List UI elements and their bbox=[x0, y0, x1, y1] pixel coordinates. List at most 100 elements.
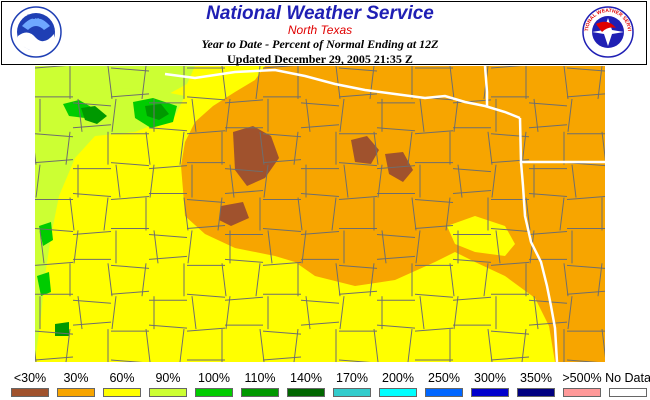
county-line bbox=[103, 197, 109, 231]
county-line bbox=[225, 296, 231, 330]
light-green-region-west bbox=[35, 66, 195, 362]
county-line bbox=[186, 130, 226, 135]
county-line bbox=[335, 66, 341, 99]
legend-swatch bbox=[471, 388, 509, 397]
county-line bbox=[533, 296, 539, 330]
updated-timestamp: Updated December 29, 2005 21:35 Z bbox=[227, 52, 413, 66]
legend-label: <30% bbox=[13, 371, 47, 385]
county-line bbox=[148, 233, 188, 238]
county-line bbox=[217, 197, 223, 231]
county-line bbox=[559, 197, 565, 231]
county-line bbox=[490, 330, 530, 335]
legend-swatch bbox=[609, 388, 647, 397]
county-line bbox=[419, 296, 425, 330]
county-line bbox=[262, 227, 302, 232]
county-line bbox=[72, 124, 112, 129]
legend-swatch bbox=[333, 388, 371, 397]
county-line bbox=[73, 230, 79, 264]
county-line bbox=[186, 293, 226, 298]
county-line bbox=[35, 152, 37, 165]
legend-label: 90% bbox=[155, 371, 181, 385]
county-line bbox=[338, 359, 371, 362]
county-line bbox=[528, 230, 568, 235]
county-line bbox=[453, 296, 459, 330]
county-line bbox=[563, 263, 569, 297]
county-line bbox=[338, 264, 378, 269]
period-description: Year to Date - Percent of Normal Ending … bbox=[201, 37, 439, 51]
legend-item: 90% bbox=[144, 372, 192, 397]
county-line bbox=[293, 131, 299, 165]
county-line bbox=[483, 263, 489, 297]
county-line bbox=[528, 299, 568, 304]
county-line bbox=[376, 255, 416, 260]
page-title: National Weather Service bbox=[206, 3, 434, 24]
county-line bbox=[107, 263, 113, 297]
county-line bbox=[224, 190, 264, 195]
county-line bbox=[111, 296, 117, 330]
county-line bbox=[148, 255, 188, 260]
county-line bbox=[300, 230, 340, 235]
county-line bbox=[35, 349, 37, 362]
legend-swatch bbox=[57, 388, 95, 397]
county-line bbox=[305, 98, 311, 132]
county-line bbox=[339, 296, 345, 330]
county-line bbox=[262, 66, 295, 69]
county-line bbox=[72, 230, 112, 235]
legend-swatch bbox=[379, 388, 417, 397]
county-line bbox=[490, 66, 523, 69]
county-line bbox=[110, 264, 150, 269]
county-line bbox=[107, 66, 113, 99]
county-line bbox=[72, 299, 112, 304]
county-line bbox=[262, 261, 302, 266]
legend-label: 200% bbox=[382, 371, 414, 385]
county-line bbox=[141, 66, 147, 99]
legend-label: 170% bbox=[336, 371, 368, 385]
county-line bbox=[186, 96, 226, 101]
county-line bbox=[35, 330, 74, 335]
county-line bbox=[267, 230, 273, 264]
legend-item: 30% bbox=[52, 372, 100, 397]
county-line bbox=[414, 293, 454, 298]
county-line bbox=[338, 67, 378, 72]
county-line bbox=[369, 66, 375, 99]
county-line bbox=[331, 197, 337, 231]
county-line bbox=[528, 124, 568, 129]
county-line bbox=[72, 321, 112, 326]
county-line bbox=[224, 258, 264, 263]
county-line bbox=[335, 263, 341, 297]
legend-label: 30% bbox=[63, 371, 89, 385]
county-line bbox=[305, 296, 311, 330]
legend-swatch bbox=[195, 388, 233, 397]
county-line bbox=[343, 164, 349, 198]
county-line bbox=[571, 164, 577, 198]
county-line bbox=[35, 133, 74, 138]
county-line bbox=[255, 263, 261, 297]
yellow-region-west bbox=[35, 66, 555, 362]
county-line bbox=[35, 164, 41, 198]
county-line bbox=[259, 329, 265, 362]
legend-swatch bbox=[11, 388, 49, 397]
legend-item: 60% bbox=[98, 372, 146, 397]
county-line bbox=[300, 299, 340, 304]
page-header: NOAA National Weather Service North Texa… bbox=[0, 0, 650, 66]
county-line bbox=[300, 124, 340, 129]
brown-patch-2 bbox=[219, 202, 249, 226]
county-line bbox=[338, 162, 378, 167]
county-line bbox=[414, 130, 454, 135]
legend-label: 250% bbox=[428, 371, 460, 385]
county-line bbox=[376, 165, 416, 170]
green-patch-3 bbox=[81, 106, 107, 124]
county-line bbox=[452, 258, 492, 263]
county-line bbox=[490, 227, 530, 232]
county-line bbox=[601, 329, 605, 358]
county-line bbox=[521, 131, 527, 165]
county-line bbox=[525, 197, 531, 231]
green-patch-5 bbox=[39, 222, 53, 246]
county-line bbox=[453, 98, 459, 132]
noaa-logo: NOAA bbox=[10, 6, 62, 58]
county-line bbox=[339, 98, 345, 132]
green-patch-6 bbox=[37, 272, 51, 296]
county-line bbox=[449, 66, 455, 99]
legend-swatch bbox=[149, 388, 187, 397]
noaa-logo-text: NOAA bbox=[27, 15, 45, 21]
